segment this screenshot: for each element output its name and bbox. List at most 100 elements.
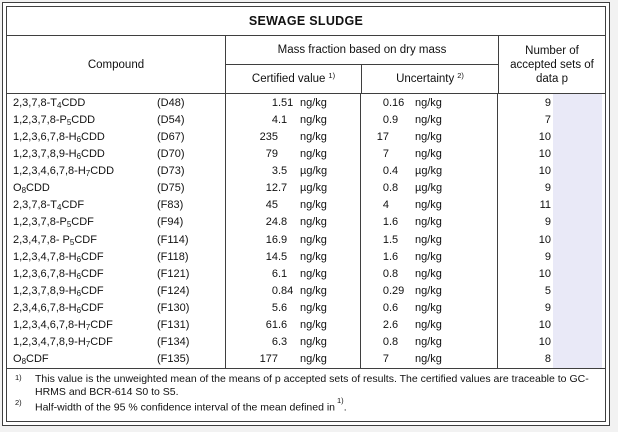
uncertainty-unit: ng/kg xyxy=(415,267,442,280)
certified-value-cell: 12.7 µg/kg xyxy=(225,179,360,197)
uncertainty-number: 0 xyxy=(382,96,389,109)
footnote-2: 2) Half-width of the 95 % confidence int… xyxy=(15,396,599,414)
certified-value-unit: µg/kg xyxy=(300,165,328,178)
compound-cell: 1,2,3,4,7,8,9-H7CDF (F134) xyxy=(7,334,225,351)
uncertainty-number: 1 xyxy=(382,250,389,263)
certified-value-number: 3 xyxy=(271,165,278,178)
certified-value-cell: 6.3 ng/kg xyxy=(225,333,360,351)
table-row: 1,2,3,6,7,8-H6CDD (D67) 235 ng/kg 17 ng/kg 10 xyxy=(7,128,605,146)
certified-value-unit: ng/kg xyxy=(300,233,327,246)
accepted-sets-count: 9 xyxy=(544,182,551,195)
uncertainty-unit: ng/kg xyxy=(415,233,442,246)
compound-name: 1,2,3,7,8-P5CDD xyxy=(13,113,96,127)
uncertainty-number: 7 xyxy=(382,353,389,366)
footnote-ref-1: 1) xyxy=(328,70,336,80)
compound-code: (F134) xyxy=(157,336,190,349)
uncertainty-unit: ng/kg xyxy=(415,130,442,143)
table-row: 2,3,4,7,8- P5CDF (F114) 16.9 ng/kg 1.5 ng/kg 1… xyxy=(7,231,605,249)
certified-value-cell: 3.5 µg/kg xyxy=(225,162,360,180)
compound-code: (D75) xyxy=(157,182,185,195)
certified-value-unit: ng/kg xyxy=(300,319,327,332)
uncertainty-number: 17 xyxy=(376,130,389,143)
selection-highlight-strip xyxy=(553,145,602,163)
certified-value-unit: ng/kg xyxy=(300,216,327,229)
certified-value-number: 14 xyxy=(265,250,278,263)
certified-value-number: 6 xyxy=(271,336,278,349)
selection-highlight-strip xyxy=(553,282,602,300)
accepted-sets-cell: 9 xyxy=(497,248,605,266)
uncertainty-cell: 0.8 ng/kg xyxy=(360,333,497,351)
compound-code: (F124) xyxy=(157,284,190,297)
certified-value-cell: 5.6 ng/kg xyxy=(225,299,360,317)
accepted-sets-cell: 10 xyxy=(497,231,605,249)
uncertainty-cell: 1.6 ng/kg xyxy=(360,248,497,266)
uncertainty-cell: 17 ng/kg xyxy=(360,128,497,146)
certified-value-cell: 1.51 ng/kg xyxy=(225,94,360,112)
certified-value-unit: ng/kg xyxy=(300,130,327,143)
compound-cell: 1,2,3,4,6,7,8-H7CDF (F131) xyxy=(7,317,225,334)
compound-cell: 1,2,3,7,8,9-H6CDF (F124) xyxy=(7,282,225,299)
certified-value-number: 235 xyxy=(259,130,278,143)
compound-name: O8CDD xyxy=(13,182,50,196)
table-row: 1,2,3,7,8-P5CDD (D54) 4.1 ng/kg 0.9 ng/kg 7 xyxy=(7,111,605,129)
selection-highlight-strip xyxy=(553,248,602,266)
certified-value-cell: 24.8 ng/kg xyxy=(225,213,360,231)
compound-cell: O8CDF (F135) xyxy=(7,351,225,368)
compound-cell: 1,2,3,7,8,9-H6CDD (D70) xyxy=(7,145,225,162)
accepted-sets-count: 10 xyxy=(538,336,551,349)
compound-cell: 2,3,7,8-T4CDD (D48) xyxy=(7,94,225,111)
accepted-sets-count: 10 xyxy=(538,147,551,160)
table-row: 2,3,7,8-T4CDD (D48) 1.51 ng/kg 0.16 ng/kg 9 xyxy=(7,94,605,112)
accepted-sets-count: 11 xyxy=(539,199,551,212)
compound-code: (D70) xyxy=(157,147,185,160)
uncertainty-cell: 0.4 µg/kg xyxy=(360,162,497,180)
uncertainty-number: 7 xyxy=(382,147,389,160)
compound-cell: O8CDD (D75) xyxy=(7,180,225,197)
certified-value-number: 61 xyxy=(265,319,278,332)
certified-value-number: 12 xyxy=(265,182,278,195)
certified-value-number: 1 xyxy=(271,96,278,109)
compound-cell: 1,2,3,6,7,8-H6CDD (D67) xyxy=(7,128,225,145)
column-header-mass-fraction-group: Mass fraction based on dry mass Certifie… xyxy=(225,36,498,93)
uncertainty-number: 0 xyxy=(382,267,389,280)
selection-highlight-strip xyxy=(553,316,602,334)
certificate-table-outer-border: SEWAGE SLUDGE Compound Mass fraction bas… xyxy=(2,2,610,426)
footnote-ref-2: 2) xyxy=(457,70,464,80)
accepted-sets-cell: 8 xyxy=(497,350,605,368)
uncertainty-label: Uncertainty xyxy=(396,73,455,85)
uncertainty-number: 0 xyxy=(382,336,389,349)
uncertainty-cell: 0.6 ng/kg xyxy=(360,299,497,317)
compound-name: 1,2,3,4,7,8,9-H7CDF xyxy=(13,336,113,350)
compound-name: 1,2,3,4,7,8-H6CDF xyxy=(13,250,104,264)
uncertainty-cell: 4 ng/kg xyxy=(360,196,497,214)
accepted-sets-cell: 10 xyxy=(497,265,605,283)
uncertainty-unit: ng/kg xyxy=(415,96,442,109)
compound-name: 2,3,4,6,7,8-H6CDF xyxy=(13,302,104,316)
uncertainty-cell: 2.6 ng/kg xyxy=(360,316,497,334)
certified-value-label: Certified value xyxy=(251,73,326,85)
selection-highlight-strip xyxy=(553,179,602,197)
table-row: 1,2,3,7,8-P5CDF (F94) 24.8 ng/kg 1.6 ng/kg 9 xyxy=(7,213,605,231)
certified-value-number: 177 xyxy=(259,353,278,366)
compound-name: 1,2,3,4,6,7,8-H7CDF xyxy=(13,319,113,333)
certified-value-cell: 16.9 ng/kg xyxy=(225,231,360,249)
selection-highlight-strip xyxy=(553,299,602,317)
certified-value-number: 0 xyxy=(271,284,278,297)
compound-code: (F118) xyxy=(157,250,189,263)
accepted-sets-cell: 10 xyxy=(497,316,605,334)
certified-value-number: 6 xyxy=(271,267,278,280)
accepted-sets-count: 7 xyxy=(544,113,551,126)
accepted-sets-cell: 10 xyxy=(497,162,605,180)
selection-highlight-strip xyxy=(553,265,602,283)
certified-value-number: 79 xyxy=(265,147,278,160)
certified-value-unit: ng/kg xyxy=(300,302,327,315)
certified-value-number: 16 xyxy=(265,233,278,246)
table-row: 2,3,7,8-T4CDF (F83) 45 ng/kg 4 ng/kg 11 xyxy=(7,196,605,214)
table-body: 2,3,7,8-T4CDD (D48) 1.51 ng/kg 0.16 ng/kg 9 1,2… xyxy=(7,94,605,369)
uncertainty-cell: 0.29 ng/kg xyxy=(360,282,497,300)
selection-highlight-strip xyxy=(553,94,602,112)
compound-name: 1,2,3,7,8-P5CDF xyxy=(13,216,94,230)
compound-name: 1,2,3,7,8,9-H6CDD xyxy=(13,147,105,161)
table-row: 1,2,3,4,6,7,8-H7CDD (D73) 3.5 µg/kg 0.4 µg/kg… xyxy=(7,162,605,180)
certified-value-unit: ng/kg xyxy=(300,250,327,263)
